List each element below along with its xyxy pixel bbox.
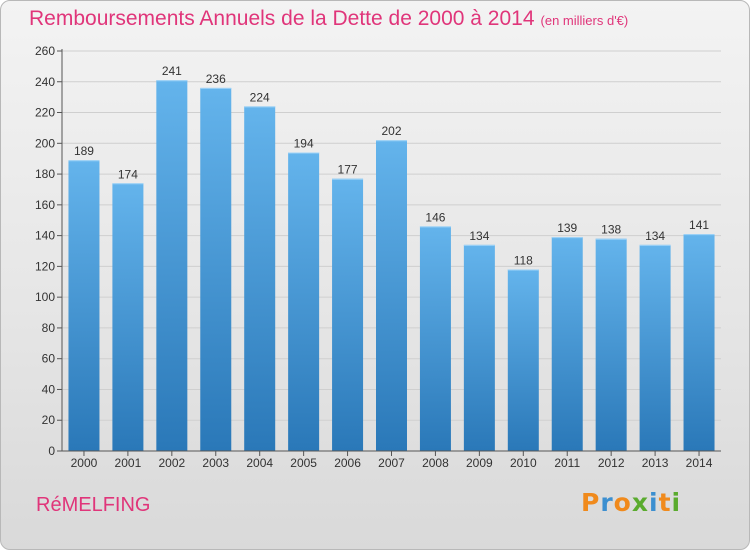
bar — [595, 238, 627, 451]
x-tick-label: 2006 — [334, 456, 361, 470]
proxiti-logo: Proxiti — [581, 488, 681, 517]
bar — [507, 269, 539, 451]
logo-letter: o — [613, 488, 632, 517]
y-tick-label: 240 — [35, 75, 55, 89]
x-tick-label: 2014 — [686, 456, 713, 470]
data-label: 174 — [118, 167, 138, 181]
data-label: 134 — [469, 229, 489, 243]
bar — [463, 244, 495, 451]
data-label: 141 — [689, 218, 709, 232]
bar — [244, 106, 276, 451]
x-tick-label: 2011 — [554, 456, 580, 470]
y-tick-label: 120 — [35, 259, 55, 273]
bar — [156, 80, 188, 451]
y-tick-label: 0 — [48, 444, 55, 458]
x-tick-label: 2009 — [466, 456, 493, 470]
data-label: 139 — [557, 221, 577, 235]
bar — [683, 234, 715, 451]
data-label: 241 — [162, 64, 182, 78]
y-tick-label: 160 — [35, 198, 55, 212]
x-tick-label: 2007 — [378, 456, 405, 470]
data-label: 138 — [601, 223, 621, 237]
y-tick-label: 100 — [35, 290, 55, 304]
bar — [112, 183, 144, 452]
logo-letter: x — [631, 488, 649, 517]
chart-title-text: Remboursements Annuels de la Dette de 20… — [29, 7, 535, 30]
x-tick-label: 2005 — [290, 456, 317, 470]
data-label: 189 — [74, 144, 94, 158]
data-label: 146 — [425, 210, 445, 224]
bars: 189 174 241 236 224 194 177 202 146 134 118 139 138 1… — [68, 64, 715, 452]
logo-letter: i — [671, 488, 682, 517]
data-label: 202 — [381, 124, 401, 138]
logo-letter: i — [649, 488, 659, 517]
data-label: 134 — [645, 229, 665, 243]
bar — [551, 237, 583, 451]
y-tick-label: 200 — [35, 136, 55, 150]
data-label: 224 — [250, 90, 270, 104]
x-tick-label: 2008 — [422, 456, 449, 470]
logo-letter: P — [581, 488, 601, 517]
chart-title: Remboursements Annuels de la Dette de 20… — [29, 7, 628, 31]
x-tick-label: 2010 — [510, 456, 537, 470]
logo-letter: r — [600, 488, 614, 517]
x-tick-label: 2003 — [202, 456, 229, 470]
commune-name: RéMELFING — [36, 494, 151, 516]
bar — [376, 140, 407, 451]
x-tick-label: 2013 — [642, 456, 669, 470]
y-tick-label: 180 — [35, 167, 55, 181]
y-tick-label: 140 — [35, 229, 55, 243]
y-tick-label: 220 — [35, 106, 55, 120]
bar — [332, 178, 364, 451]
y-tick-label: 20 — [42, 413, 56, 427]
bar — [200, 87, 232, 451]
data-label: 236 — [206, 72, 226, 86]
bar — [419, 226, 451, 451]
bar — [68, 160, 100, 451]
x-tick-label: 2001 — [115, 456, 142, 470]
y-tick-label: 60 — [42, 352, 56, 366]
y-tick-label: 80 — [42, 321, 56, 335]
x-tick-label: 2000 — [71, 456, 98, 470]
data-label: 118 — [514, 253, 533, 267]
x-tick-label: 2012 — [598, 456, 625, 470]
data-label: 177 — [338, 163, 358, 177]
y-tick-label: 260 — [35, 44, 55, 58]
chart-subtitle: (en milliers d'€) — [540, 13, 629, 28]
bar — [639, 244, 671, 451]
x-tick-label: 2004 — [246, 456, 273, 470]
bar — [288, 152, 320, 452]
x-tick-label: 2002 — [158, 456, 185, 470]
axes: 0 20 40 60 80 100 120 140 160 180 200 220 240 260 2000… — [35, 44, 721, 470]
logo-letter: t — [658, 488, 672, 517]
y-tick-label: 40 — [42, 382, 56, 396]
data-label: 194 — [294, 137, 314, 151]
